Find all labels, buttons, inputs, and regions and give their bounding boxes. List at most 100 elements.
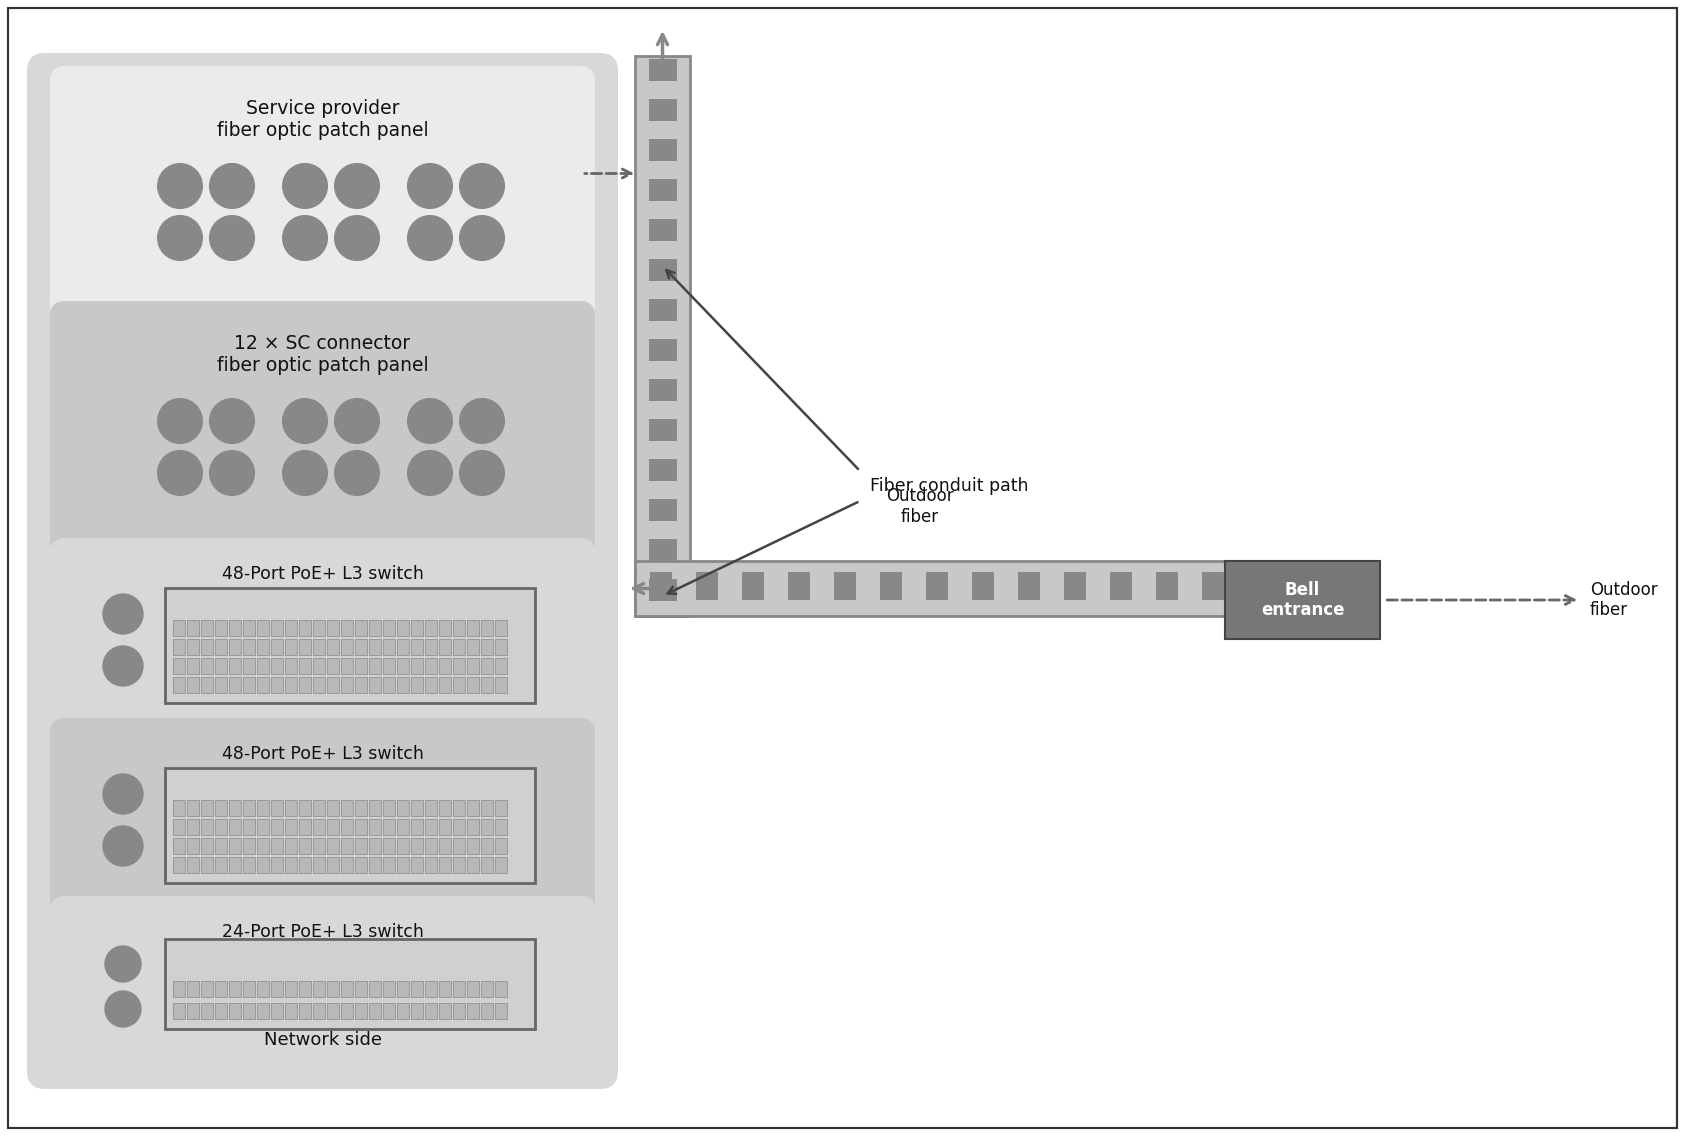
FancyBboxPatch shape <box>51 896 595 1056</box>
Bar <box>411 658 423 674</box>
Bar <box>313 982 325 997</box>
Bar <box>411 677 423 693</box>
Bar <box>382 819 394 835</box>
Bar <box>398 638 409 655</box>
Bar <box>480 982 494 997</box>
Bar <box>258 800 270 816</box>
Bar <box>411 620 423 636</box>
Circle shape <box>460 451 504 495</box>
Bar <box>327 982 339 997</box>
Bar <box>229 838 241 854</box>
Bar <box>271 857 283 872</box>
Bar <box>369 857 381 872</box>
Bar <box>649 538 676 561</box>
Bar <box>495 677 507 693</box>
Bar <box>972 571 994 600</box>
Bar <box>187 982 199 997</box>
Bar <box>285 819 297 835</box>
Bar <box>243 982 254 997</box>
Bar <box>453 1003 465 1019</box>
Circle shape <box>283 164 327 208</box>
Bar <box>1156 571 1178 600</box>
Bar <box>271 620 283 636</box>
Bar <box>327 1003 339 1019</box>
Bar <box>340 677 352 693</box>
Bar <box>356 857 367 872</box>
Bar <box>229 819 241 835</box>
Bar <box>356 658 367 674</box>
Bar <box>382 677 394 693</box>
Text: 24-Port PoE+ L3 switch: 24-Port PoE+ L3 switch <box>221 922 423 941</box>
Bar <box>174 1003 185 1019</box>
Circle shape <box>335 164 379 208</box>
Bar <box>165 588 536 703</box>
Bar <box>243 658 254 674</box>
Bar <box>340 800 352 816</box>
Bar <box>649 259 676 281</box>
Text: 48-Port PoE+ L3 switch: 48-Port PoE+ L3 switch <box>221 745 423 763</box>
Bar <box>741 571 763 600</box>
Bar <box>313 819 325 835</box>
Bar <box>313 857 325 872</box>
Bar <box>298 838 312 854</box>
Circle shape <box>211 451 254 495</box>
Bar <box>285 658 297 674</box>
Bar <box>340 819 352 835</box>
Bar <box>369 620 381 636</box>
Bar <box>649 219 676 241</box>
Bar <box>285 982 297 997</box>
Bar <box>453 982 465 997</box>
Bar <box>440 982 452 997</box>
Bar <box>201 982 212 997</box>
Bar <box>258 857 270 872</box>
Circle shape <box>460 164 504 208</box>
Circle shape <box>211 216 254 260</box>
Bar <box>229 677 241 693</box>
Bar <box>187 620 199 636</box>
Bar <box>258 819 270 835</box>
Bar <box>356 1003 367 1019</box>
Bar <box>285 677 297 693</box>
Bar <box>369 819 381 835</box>
Bar <box>327 638 339 655</box>
Bar <box>382 638 394 655</box>
Bar <box>440 677 452 693</box>
Bar <box>298 982 312 997</box>
Bar <box>340 658 352 674</box>
Bar <box>467 1003 479 1019</box>
Bar <box>216 677 227 693</box>
Bar <box>340 638 352 655</box>
Bar <box>174 677 185 693</box>
Circle shape <box>335 216 379 260</box>
Bar <box>243 838 254 854</box>
Bar <box>382 982 394 997</box>
Bar <box>495 638 507 655</box>
Bar <box>356 982 367 997</box>
Bar <box>440 857 452 872</box>
Bar <box>440 620 452 636</box>
Circle shape <box>408 216 452 260</box>
Circle shape <box>283 451 327 495</box>
Bar <box>649 459 676 481</box>
Bar <box>258 982 270 997</box>
Bar <box>174 658 185 674</box>
Circle shape <box>335 399 379 443</box>
Bar <box>382 658 394 674</box>
Bar <box>327 800 339 816</box>
Bar <box>174 982 185 997</box>
Circle shape <box>158 164 202 208</box>
Bar <box>298 658 312 674</box>
Bar <box>313 677 325 693</box>
Text: Fiber conduit path: Fiber conduit path <box>869 477 1028 495</box>
Bar <box>327 857 339 872</box>
Bar <box>789 571 810 600</box>
Bar <box>453 838 465 854</box>
Bar <box>495 620 507 636</box>
Bar <box>271 982 283 997</box>
Bar <box>258 620 270 636</box>
Bar <box>411 819 423 835</box>
Bar <box>356 638 367 655</box>
Bar <box>216 982 227 997</box>
Bar <box>216 857 227 872</box>
Circle shape <box>408 399 452 443</box>
